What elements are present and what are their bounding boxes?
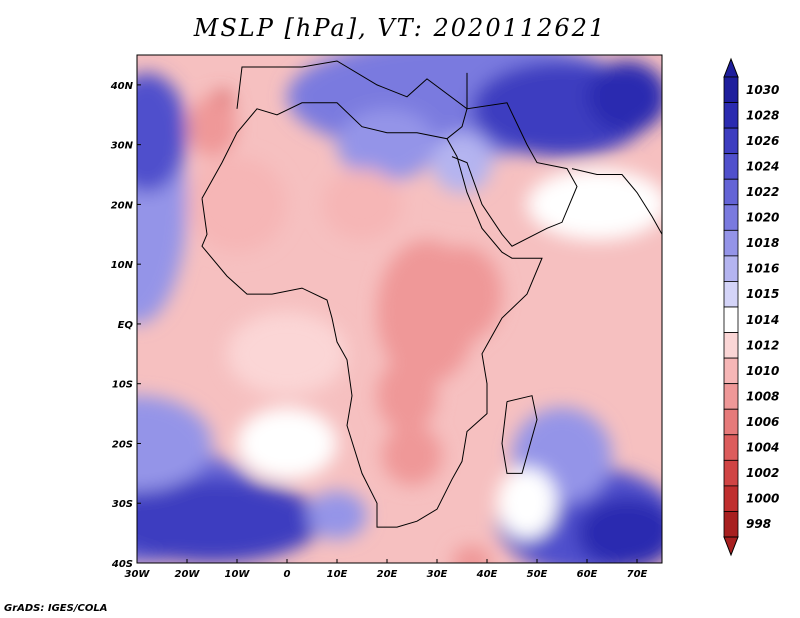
pressure-blob bbox=[137, 479, 322, 563]
colorbar-label: 1004 bbox=[746, 441, 779, 455]
colorbar-label: 1014 bbox=[746, 313, 779, 327]
x-tick-label: 10E bbox=[327, 569, 348, 580]
colorbar-label: 1010 bbox=[746, 364, 779, 378]
colorbar-top-arrow bbox=[723, 57, 739, 78]
arabia-coastline bbox=[446, 102, 578, 247]
colorbar-label: 1028 bbox=[746, 108, 779, 122]
pressure-blob bbox=[227, 311, 347, 396]
coastlines bbox=[201, 60, 662, 528]
pressure-blob bbox=[187, 156, 287, 253]
pressure-blob bbox=[137, 72, 187, 193]
pressure-blob bbox=[452, 545, 492, 563]
colorbar-swatch bbox=[723, 178, 739, 206]
grads-credit: GrADS: IGES/COLA bbox=[4, 603, 108, 614]
pressure-blob bbox=[382, 425, 442, 486]
colorbar-swatch bbox=[723, 357, 739, 385]
colorbar-swatch bbox=[723, 383, 739, 410]
chart-title: MSLP [hPa], VT: 2020112621 bbox=[193, 14, 607, 42]
pressure-blob bbox=[432, 132, 492, 193]
asia-coastline bbox=[571, 168, 662, 235]
x-tick-label: 40E bbox=[476, 569, 498, 580]
pressure-blob bbox=[322, 168, 402, 241]
y-tick-label: EQ bbox=[118, 320, 134, 331]
x-tick-label: 20W bbox=[175, 569, 201, 580]
colorbar-label: 1022 bbox=[746, 185, 779, 199]
colorbar-bottom-arrow bbox=[723, 536, 739, 557]
pressure-blob bbox=[422, 246, 502, 342]
colorbar-swatch bbox=[723, 306, 739, 333]
pressure-blob bbox=[577, 497, 662, 563]
x-tick-label: 30E bbox=[427, 569, 448, 580]
europe-coastline bbox=[236, 60, 468, 110]
colorbar-swatch bbox=[723, 485, 739, 512]
colorbar-label: 1018 bbox=[746, 236, 779, 250]
pressure-field bbox=[137, 55, 662, 563]
colorbar-swatch bbox=[723, 204, 739, 231]
colorbar-swatch bbox=[723, 229, 739, 257]
pressure-blob bbox=[237, 407, 337, 480]
x-tick-label: 0 bbox=[284, 569, 291, 580]
colorbar-swatch bbox=[723, 408, 739, 436]
pressure-blob bbox=[187, 96, 237, 157]
colorbar-swatch bbox=[723, 434, 739, 461]
pressure-blob bbox=[377, 359, 437, 432]
colorbar-label: 998 bbox=[746, 517, 771, 531]
colorbar-swatch bbox=[723, 459, 739, 487]
colorbar-label: 1012 bbox=[746, 338, 779, 352]
madagascar-coastline bbox=[501, 395, 538, 474]
pressure-blob bbox=[527, 168, 662, 241]
y-tick-label: 30S bbox=[112, 499, 133, 510]
y-tick-label: 40S bbox=[111, 559, 133, 570]
colorbar-label: 1024 bbox=[746, 159, 779, 173]
colorbar-swatch bbox=[723, 511, 739, 538]
axes: 30W 20W 10W 0 10E 20E 30E 40E 50E 60E 70E 40N 30N 20N… bbox=[110, 81, 648, 580]
colorbar-swatch bbox=[723, 281, 739, 308]
y-tick-label: 30N bbox=[111, 141, 134, 152]
colorbar-label: 1000 bbox=[746, 492, 779, 506]
x-tick-label: 70E bbox=[627, 569, 648, 580]
y-tick-label: 10N bbox=[111, 260, 134, 271]
colorbar-label: 1006 bbox=[746, 415, 779, 429]
colorbar-swatch bbox=[723, 76, 739, 103]
colorbar-label: 1008 bbox=[746, 389, 779, 403]
colorbar-swatch bbox=[723, 102, 739, 129]
colorbar-swatch bbox=[723, 127, 739, 155]
pressure-blob bbox=[307, 491, 367, 540]
colorbar-label: 1020 bbox=[746, 211, 779, 225]
x-tick-label: 50E bbox=[527, 569, 548, 580]
pressure-blob bbox=[137, 395, 212, 492]
colorbar: 1030 1028 1026 1024 1022 1020 1018 1016 1015 1014… bbox=[723, 57, 779, 557]
y-tick-label: 20N bbox=[111, 200, 134, 211]
y-tick-label: 10S bbox=[112, 380, 133, 391]
colorbar-label: 1016 bbox=[746, 262, 779, 276]
colorbar-label: 1030 bbox=[746, 83, 779, 97]
x-tick-label: 10W bbox=[225, 569, 251, 580]
pressure-blob bbox=[497, 467, 557, 540]
x-tick-label: 30W bbox=[125, 569, 151, 580]
plot-frame bbox=[136, 54, 663, 564]
colorbar-swatch bbox=[723, 153, 739, 180]
x-tick-label: 20E bbox=[377, 569, 398, 580]
x-tick-label: 60E bbox=[577, 569, 598, 580]
colorbar-swatch bbox=[723, 332, 739, 359]
colorbar-label: 1015 bbox=[746, 287, 779, 301]
pressure-blob bbox=[587, 60, 662, 133]
y-tick-label: 20S bbox=[112, 439, 133, 450]
pressure-contours bbox=[137, 55, 662, 563]
colorbar-label: 1026 bbox=[746, 134, 779, 148]
colorbar-swatch bbox=[723, 255, 739, 282]
africa-coastline bbox=[201, 102, 543, 528]
colorbar-label: 1002 bbox=[746, 466, 779, 480]
y-tick-label: 40N bbox=[110, 81, 134, 92]
